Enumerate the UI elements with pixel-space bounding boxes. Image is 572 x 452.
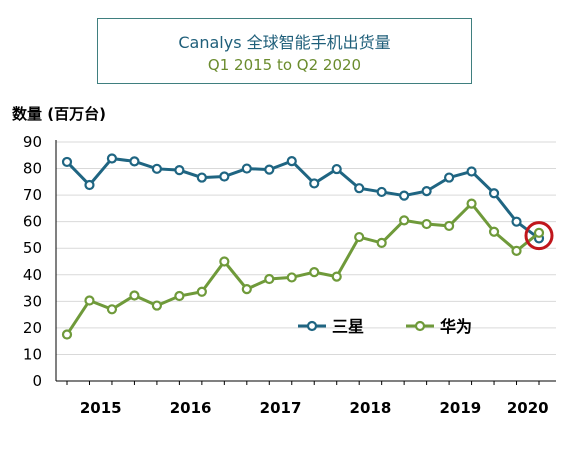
series-1-point-5 (174, 290, 185, 302)
series-1-point-15 (399, 215, 410, 226)
series-1-point-11 (309, 267, 320, 278)
series-1-point-12 (331, 271, 342, 282)
series-0-point-17 (443, 172, 455, 183)
x-year-label-2016: 2016 (170, 399, 212, 417)
chart-subtitle: Q1 2015 to Q2 2020 (207, 56, 362, 74)
series-0-point-10 (286, 156, 297, 167)
series-0-point-0 (61, 156, 73, 168)
series-0-point-6 (196, 172, 207, 183)
legend-label-1: 华为 (440, 317, 472, 336)
series-line-1 (65, 201, 540, 336)
title-box: Canalys 全球智能手机出货量 Q1 2015 to Q2 2020 (97, 18, 472, 84)
series-0-point-1 (84, 179, 95, 191)
series-1-point-0 (61, 329, 73, 340)
series-0-point-14 (376, 186, 387, 198)
y-tick-label-60: 60 (23, 213, 42, 231)
series-0-point-7 (219, 171, 230, 182)
series-0-point-16 (421, 186, 432, 197)
series-1-point-19 (488, 226, 500, 237)
y-tick-label-80: 80 (23, 160, 42, 178)
series-1-point-18 (466, 198, 477, 209)
y-tick-label-50: 50 (23, 239, 42, 257)
series-1-point-9 (264, 273, 275, 285)
series-1-point-1 (84, 295, 95, 306)
title-brand: Canalys (178, 33, 242, 52)
series-0-point-15 (399, 190, 410, 201)
y-axis-title: 数量 (百万台) (12, 105, 106, 123)
legend-marker-1 (414, 320, 426, 332)
series-1-point-8 (241, 284, 252, 295)
series-1-point-13 (354, 231, 365, 243)
x-year-label-2019: 2019 (439, 399, 481, 417)
series-line-0 (65, 156, 540, 240)
x-year-label-2018: 2018 (350, 399, 392, 417)
series-1-point-20 (511, 245, 522, 256)
series-0-point-13 (354, 183, 365, 194)
series-1-point-10 (286, 272, 297, 283)
x-year-label-2017: 2017 (260, 399, 302, 417)
series-0-point-11 (309, 178, 320, 189)
title-text: 全球智能手机出货量 (246, 33, 391, 52)
legend-marker-0 (306, 320, 318, 332)
x-year-label-2015: 2015 (80, 399, 122, 417)
x-year-label-2020: 2020 (507, 399, 549, 417)
y-tick-label-10: 10 (23, 345, 42, 363)
series-0-point-2 (106, 153, 118, 164)
series-1-point-3 (129, 290, 140, 301)
chart-title: Canalys 全球智能手机出货量 (98, 29, 471, 53)
y-tick-label-0: 0 (32, 372, 42, 390)
series-0-point-20 (511, 216, 522, 227)
series-0-point-4 (151, 163, 163, 174)
y-tick-label-70: 70 (23, 186, 42, 204)
series-1-point-6 (196, 286, 207, 297)
series-1-point-2 (106, 304, 118, 315)
series-0-point-9 (264, 164, 275, 175)
series-1-point-7 (219, 256, 230, 267)
series-0-point-18 (466, 166, 477, 177)
series-1-point-16 (421, 218, 432, 230)
legend-label-0: 三星 (332, 317, 364, 336)
y-tick-label-40: 40 (23, 266, 42, 284)
series-1-point-4 (151, 300, 163, 311)
y-tick-label-20: 20 (23, 319, 42, 337)
series-1-point-14 (376, 237, 387, 249)
series-1-point-21 (533, 227, 545, 238)
series-0-point-3 (129, 156, 140, 167)
series-0-point-19 (488, 188, 500, 199)
series-0-point-12 (331, 163, 342, 175)
highlight-circle (524, 221, 554, 251)
series-0-point-8 (241, 163, 252, 174)
y-tick-label-90: 90 (23, 133, 42, 151)
series-0-point-5 (174, 165, 185, 176)
y-tick-label-30: 30 (23, 292, 42, 310)
series-1-point-17 (443, 220, 455, 232)
